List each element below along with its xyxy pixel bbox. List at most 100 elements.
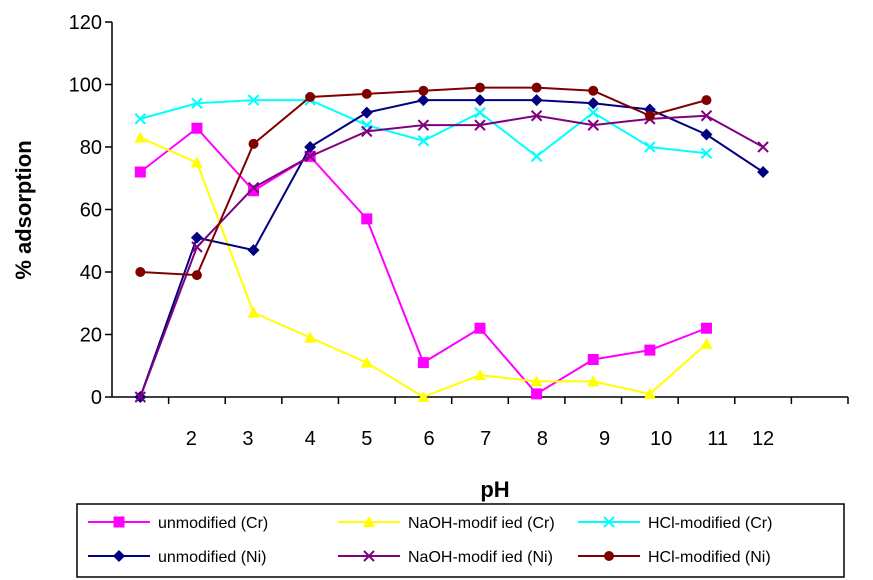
data-point: [530, 150, 543, 163]
series-1: [134, 122, 712, 400]
data-point: [531, 82, 542, 93]
x-tick-label: 8: [537, 428, 548, 450]
y-tick-label: 40: [80, 262, 102, 284]
data-point: [248, 138, 259, 149]
data-point: [700, 337, 713, 349]
data-point: [701, 95, 712, 106]
data-point: [190, 156, 203, 168]
data-point: [417, 357, 429, 369]
legend-label: NaOH-modif ied (Cr): [408, 515, 555, 532]
x-axis-title: pH: [480, 477, 509, 502]
y-tick-label: 0: [91, 387, 102, 409]
data-point: [191, 241, 203, 253]
data-point: [190, 231, 203, 244]
data-point: [700, 128, 713, 141]
series-6: [135, 82, 712, 281]
series-5: [134, 110, 769, 403]
data-point: [134, 391, 147, 403]
legend-swatch-marker: [113, 550, 125, 562]
data-point: [757, 166, 770, 178]
data-point: [700, 110, 713, 122]
y-tick-label: 60: [80, 200, 102, 222]
legend-item: NaOH-modif ied (Ni): [338, 549, 553, 566]
legend-label: NaOH-modif ied (Ni): [408, 549, 553, 566]
legend: unmodified (Cr) NaOH-modif ied (Cr) HCl-mo…: [76, 503, 845, 578]
data-point: [530, 375, 543, 387]
data-point: [417, 94, 430, 107]
legend-box: [76, 503, 845, 578]
x-tick-label: 5: [361, 428, 372, 450]
y-axis-title: % adsorption: [11, 140, 36, 279]
data-point: [474, 322, 486, 334]
data-point: [305, 92, 316, 102]
data-point: [587, 106, 599, 119]
x-tick-label: 11: [707, 428, 728, 450]
series-line: [139, 114, 764, 398]
data-point: [530, 110, 543, 122]
x-tick-label: 6: [423, 428, 434, 450]
legend-label: HCl-modified (Ni): [648, 549, 771, 566]
data-point: [248, 185, 260, 197]
legend-item: HCl-modified (Cr): [578, 515, 772, 532]
series-line: [139, 126, 707, 396]
legend-swatch-marker: [604, 551, 614, 561]
data-point: [757, 141, 769, 153]
series-line: [140, 86, 707, 277]
data-point: [474, 119, 486, 131]
data-point: [474, 106, 486, 119]
data-point: [191, 122, 203, 134]
data-point: [361, 125, 373, 138]
y-tick-label: 80: [80, 137, 102, 159]
y-tick-label: 120: [69, 12, 102, 34]
data-point: [474, 369, 486, 381]
data-point: [360, 356, 373, 368]
x-tick-label: 10: [650, 428, 672, 450]
legend-item: unmodified (Cr): [88, 515, 268, 532]
data-point: [417, 135, 430, 147]
data-point: [135, 267, 146, 277]
series-line: [139, 99, 764, 398]
data-point: [643, 387, 656, 399]
data-point: [134, 166, 146, 178]
series-line: [140, 99, 707, 158]
legend-item: unmodified (Ni): [88, 549, 266, 566]
data-point: [644, 110, 655, 121]
x-tick-label: 7: [480, 428, 491, 450]
data-point: [644, 141, 656, 153]
y-tick-label: 100: [69, 75, 102, 97]
data-point: [700, 322, 712, 334]
x-tick-label: 3: [242, 428, 253, 450]
data-point: [191, 97, 203, 109]
data-point: [247, 306, 260, 318]
legend-label: HCl-modified (Cr): [648, 515, 772, 532]
data-point: [304, 331, 317, 343]
legend-swatch-marker: [603, 516, 615, 528]
x-tick-label: 2: [186, 428, 197, 450]
data-point: [475, 82, 485, 93]
x-tick-label: 4: [305, 428, 316, 450]
legend-label: unmodified (Ni): [158, 549, 266, 566]
data-point: [361, 213, 373, 225]
data-point: [700, 147, 713, 159]
data-point: [361, 88, 372, 99]
data-point: [644, 344, 656, 356]
data-point: [360, 106, 373, 119]
data-point: [587, 375, 600, 387]
data-point: [304, 141, 317, 153]
data-point: [247, 181, 260, 194]
data-point: [588, 85, 599, 96]
legend-swatch-marker: [113, 516, 125, 528]
data-point: [247, 94, 260, 106]
data-point: [304, 150, 316, 163]
data-point: [530, 94, 543, 107]
legend-item: HCl-modified (Ni): [578, 549, 771, 566]
data-point: [134, 131, 147, 143]
series-2: [134, 131, 713, 402]
legend-swatch-marker: [363, 550, 375, 562]
data-point: [417, 119, 430, 131]
legend-swatch-marker: [363, 516, 375, 527]
data-point: [134, 113, 147, 125]
legend-label: unmodified (Cr): [158, 515, 268, 532]
data-point: [418, 85, 429, 96]
